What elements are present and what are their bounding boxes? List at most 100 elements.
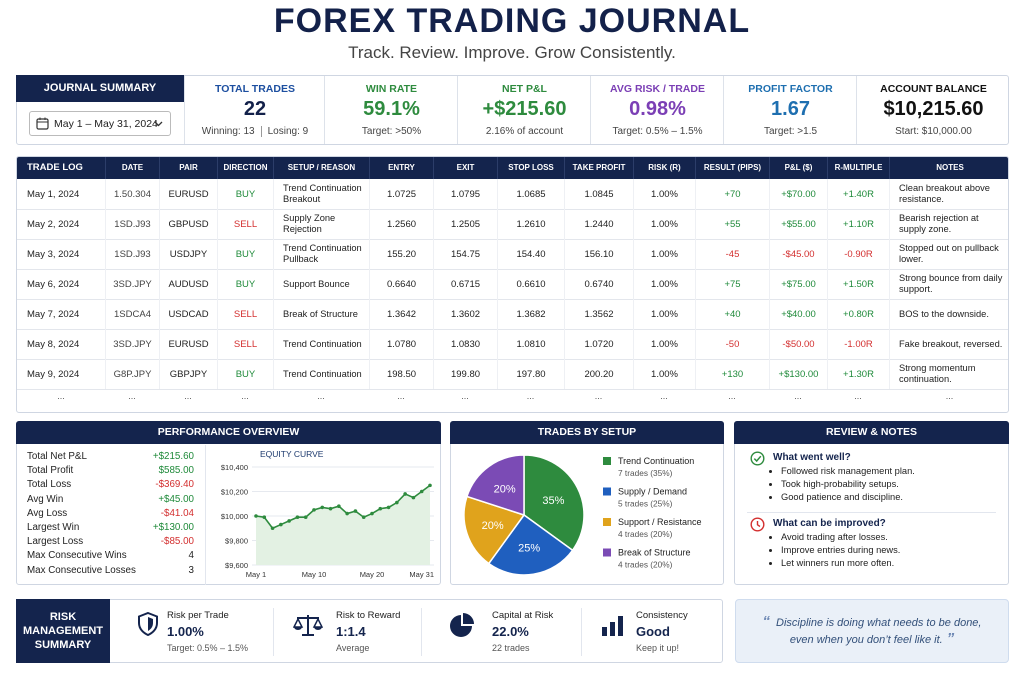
cell-text: 200.20	[584, 368, 614, 380]
cell-text: 154.40	[516, 248, 546, 260]
quote-box: “ Discipline is doing what needs to be do…	[735, 599, 1009, 663]
risk-item-sub: 22 trades	[492, 643, 530, 653]
kpi-label: WIN RATE	[365, 83, 418, 95]
quote: “ Discipline is doing what needs to be do…	[750, 614, 994, 648]
stat-label: Avg Loss	[27, 507, 68, 519]
table-cell: +1.50R	[827, 269, 889, 299]
cell-text: 3SD.JPY	[113, 278, 152, 290]
stat-value: -$85.00	[160, 536, 194, 548]
stat-value: +$130.00	[152, 522, 194, 533]
table-row: May 9, 2024 G8P.JPY GBPJPY BUY Trend Continu…	[17, 359, 1008, 390]
cell-text: 1.00%	[651, 368, 678, 380]
chart-area: EQUITY CURVE $9,600 $9,800 $10,000 $10,200 $1…	[205, 445, 442, 585]
risk-item-label: Risk to Reward	[336, 610, 401, 621]
cell-text: 1SDCA4	[114, 308, 151, 320]
slice-label: 20%	[494, 483, 516, 495]
cell-text: 0.6640	[386, 278, 417, 290]
table-cell: Clean breakout above resistance.	[889, 179, 1008, 209]
ellipsis: ...	[660, 391, 668, 401]
cell-text: 0.6715	[450, 278, 481, 290]
check-icon	[750, 451, 765, 466]
table-cell: Break of Structure	[273, 299, 369, 329]
risk-item-sub: Average	[336, 643, 370, 653]
kpi-sub: Target: >1.5	[724, 126, 857, 137]
ellipsis: ...	[594, 391, 603, 401]
equity-point	[270, 526, 275, 531]
table-cell: 1.2505	[433, 209, 497, 239]
equity-point	[303, 515, 308, 520]
table-cell: May 9, 2024	[17, 359, 105, 389]
table-cell: 1.3642	[369, 299, 433, 329]
cell-text: +1.50R	[843, 278, 874, 290]
cell-text: 155.20	[386, 248, 417, 260]
legend-label: Trend Continuation	[618, 456, 694, 466]
table-cell: 197.80	[497, 359, 564, 389]
stat-value: 3	[188, 564, 194, 576]
table-cell: +$40.00	[769, 299, 827, 329]
stat-label: Avg Win	[27, 493, 64, 505]
table-cell: SELL	[217, 329, 273, 359]
table-cell: -0.90R	[827, 239, 889, 269]
ellipsis: ...	[57, 391, 65, 401]
kpi-label: NET P&L	[502, 83, 547, 95]
column-header: DATE	[105, 157, 159, 179]
quote-mark: ”	[946, 630, 955, 647]
column-header: RISK (R)	[633, 157, 695, 179]
divider	[747, 512, 996, 513]
cell-text: EURUSD	[168, 188, 209, 200]
x-tick-label: May 20	[360, 570, 385, 579]
table-cell: +40	[695, 299, 769, 329]
date-picker[interactable]: May 1 – May 31, 2024	[29, 111, 171, 136]
divider	[581, 608, 582, 656]
table-cell: 1.2440	[564, 209, 633, 239]
bars-icon	[602, 616, 623, 636]
equity-point	[337, 504, 341, 508]
cell-text: 197.80	[516, 368, 546, 380]
cell-text: +$75.00	[781, 278, 816, 290]
cell-text: Supply Zone Rejection	[283, 213, 336, 234]
ellipsis: ...	[728, 391, 736, 401]
column-header: TAKE PROFIT	[564, 157, 633, 179]
table-cell: USDCAD	[159, 299, 217, 329]
table-cell: +$70.00	[769, 179, 827, 209]
cell-text: 1.50.304	[114, 188, 151, 200]
cell-text: 1.00%	[651, 188, 678, 200]
cell-text: 1SD.J93	[114, 248, 151, 260]
legend-label: Break of Structure	[618, 548, 691, 558]
cell-text: BUY	[235, 368, 256, 380]
cell-text: Break of Structure	[283, 308, 358, 319]
cell-text: Clean breakout above resistance.	[899, 183, 990, 204]
cell-text: May 2, 2024	[27, 218, 80, 230]
slice-label: 25%	[518, 543, 540, 555]
equity-point	[262, 515, 267, 520]
cell-text: AUDUSD	[168, 278, 209, 290]
cell-text: 1.2610	[516, 218, 546, 230]
risk-item-value: Good	[636, 624, 670, 639]
table-cell: EURUSD	[159, 179, 217, 209]
equity-point	[320, 505, 325, 510]
divider	[421, 608, 422, 656]
ellipsis: ...	[794, 391, 802, 401]
table-cell: May 7, 2024	[17, 299, 105, 329]
cell-text: May 6, 2024	[27, 278, 80, 290]
cell-text: +70	[724, 188, 741, 200]
pie-slice	[465, 454, 525, 517]
column-header: DIRECTION	[217, 157, 273, 179]
cell-text: -50	[725, 338, 740, 350]
cell-text: +1.10R	[843, 218, 874, 230]
review-heading: What went well?	[773, 452, 851, 463]
cell-text: 1.0830	[450, 338, 481, 350]
cell-text: GBPJPY	[169, 368, 208, 380]
table-cell: 1.0780	[369, 329, 433, 359]
table-cell: Trend Continuation	[273, 329, 369, 359]
risk-item-value: 1.00%	[167, 624, 204, 639]
cell-text: Strong momentum continuation.	[899, 363, 976, 384]
cell-text: 1.2505	[450, 218, 481, 230]
cell-text: G8P.JPY	[113, 368, 152, 380]
legend-detail: 7 trades (35%)	[618, 468, 673, 478]
cell-text: 156.10	[584, 248, 614, 260]
table-cell: May 2, 2024	[17, 209, 105, 239]
table-cell: Strong bounce from daily support.	[889, 269, 1008, 299]
table-cell: 1SD.J93	[105, 239, 159, 269]
cell-text: 198.50	[386, 368, 417, 380]
